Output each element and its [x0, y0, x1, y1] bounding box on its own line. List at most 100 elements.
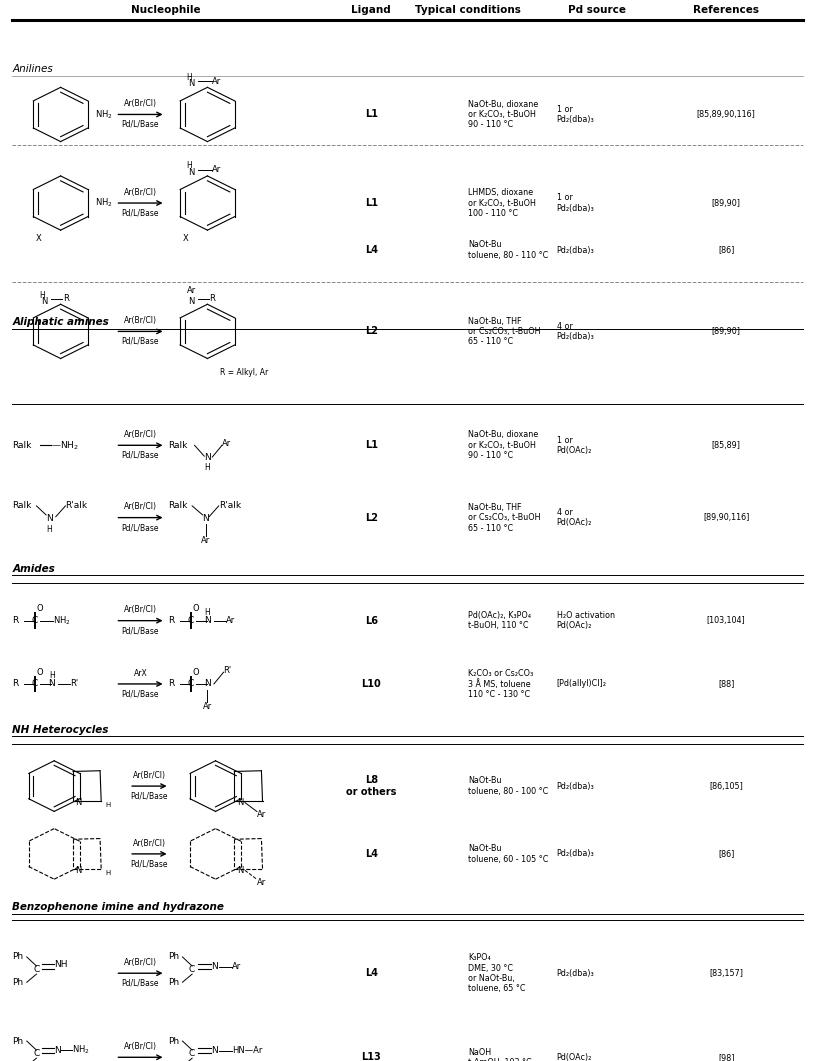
Text: LHMDS, dioxane
or K₂CO₃, t-BuOH
100 - 110 °C: LHMDS, dioxane or K₂CO₃, t-BuOH 100 - 11… — [468, 188, 536, 218]
Text: R': R' — [223, 666, 231, 675]
Text: L1: L1 — [364, 109, 377, 120]
Text: L1: L1 — [364, 440, 377, 450]
Text: Pd/L/Base: Pd/L/Base — [121, 336, 159, 346]
Text: C: C — [32, 616, 38, 625]
Text: Ar(Br/Cl): Ar(Br/Cl) — [124, 1042, 157, 1051]
Text: Ralk: Ralk — [168, 502, 187, 510]
Text: Pd₂(dba)₃: Pd₂(dba)₃ — [557, 245, 594, 255]
Text: 4 or
Pd₂(dba)₃: 4 or Pd₂(dba)₃ — [557, 321, 594, 341]
Text: Ar: Ar — [226, 616, 236, 625]
Text: NaOH
t-AmOH, 103 °C: NaOH t-AmOH, 103 °C — [468, 1047, 531, 1061]
Text: NaOt-Bu, THF
or Cs₂CO₃, t-BuOH
65 - 110 °C: NaOt-Bu, THF or Cs₂CO₃, t-BuOH 65 - 110 … — [468, 503, 540, 533]
Text: L4: L4 — [364, 245, 377, 255]
Text: N: N — [204, 679, 211, 689]
Text: N: N — [188, 80, 194, 88]
Text: N: N — [46, 514, 53, 523]
Text: R'alk: R'alk — [218, 502, 241, 510]
Text: [86]: [86] — [718, 245, 734, 255]
Text: NH$_2$: NH$_2$ — [95, 108, 113, 121]
Text: C: C — [32, 679, 38, 689]
Text: [86]: [86] — [718, 850, 734, 858]
Text: Ar: Ar — [257, 810, 267, 819]
Text: Pd₂(dba)₃: Pd₂(dba)₃ — [557, 969, 594, 978]
Text: Ar: Ar — [222, 439, 231, 448]
Text: [83,157]: [83,157] — [709, 969, 743, 978]
Text: N: N — [237, 866, 243, 875]
Text: H: H — [105, 870, 111, 876]
Text: HN—Ar: HN—Ar — [231, 1046, 262, 1056]
Text: N: N — [75, 866, 81, 875]
Text: R: R — [168, 679, 174, 689]
Text: C: C — [33, 1049, 40, 1058]
Text: Pd/L/Base: Pd/L/Base — [121, 451, 159, 459]
Text: N: N — [210, 962, 218, 972]
Text: Ar(Br/Cl): Ar(Br/Cl) — [124, 430, 157, 439]
Text: Ar: Ar — [231, 962, 241, 972]
Text: L8
or others: L8 or others — [346, 776, 396, 797]
Text: [86,105]: [86,105] — [709, 782, 743, 790]
Text: Ar(Br/Cl): Ar(Br/Cl) — [124, 316, 157, 325]
Text: Ar: Ar — [212, 166, 222, 174]
Text: Ph: Ph — [168, 953, 179, 961]
Text: L1: L1 — [364, 198, 377, 208]
Text: Pd/L/Base: Pd/L/Base — [130, 859, 168, 868]
Text: Ph: Ph — [12, 978, 24, 987]
Text: H: H — [186, 161, 192, 171]
Text: Ar(Br/Cl): Ar(Br/Cl) — [124, 99, 157, 108]
Text: Pd/L/Base: Pd/L/Base — [121, 626, 159, 636]
Text: 4 or
Pd(OAc)₂: 4 or Pd(OAc)₂ — [557, 508, 593, 527]
Text: N: N — [188, 297, 194, 306]
Text: L2: L2 — [364, 512, 377, 523]
Text: L10: L10 — [361, 679, 381, 689]
Text: NaOt-Bu
toluene, 60 - 105 °C: NaOt-Bu toluene, 60 - 105 °C — [468, 845, 548, 864]
Text: K₃PO₄
DME, 30 °C
or NaOt-Bu,
toluene, 65 °C: K₃PO₄ DME, 30 °C or NaOt-Bu, toluene, 65… — [468, 953, 526, 993]
Text: H: H — [46, 525, 52, 534]
Text: 1 or
Pd(OAc)₂: 1 or Pd(OAc)₂ — [557, 436, 593, 455]
Text: Pd/L/Base: Pd/L/Base — [121, 120, 159, 128]
Text: NH Heterocycles: NH Heterocycles — [12, 725, 108, 735]
Text: [85,89]: [85,89] — [711, 440, 741, 450]
Text: R = Alkyl, Ar: R = Alkyl, Ar — [219, 368, 268, 378]
Text: H: H — [49, 672, 55, 680]
Text: [85,89,90,116]: [85,89,90,116] — [697, 110, 756, 119]
Text: NH$_2$: NH$_2$ — [95, 196, 113, 209]
Text: K₂CO₃ or Cs₂CO₃
3 Å MS, toluene
110 °C - 130 °C: K₂CO₃ or Cs₂CO₃ 3 Å MS, toluene 110 °C -… — [468, 668, 533, 699]
Text: R': R' — [70, 679, 78, 689]
Text: NH$_2$: NH$_2$ — [72, 1044, 90, 1057]
Text: R: R — [63, 294, 68, 303]
Text: L4: L4 — [364, 849, 377, 859]
Text: N: N — [203, 514, 209, 523]
Text: Pd(OAc)₂: Pd(OAc)₂ — [557, 1053, 593, 1061]
Text: C: C — [189, 1049, 196, 1058]
Text: Ar(Br/Cl): Ar(Br/Cl) — [124, 606, 157, 614]
Text: C: C — [187, 679, 194, 689]
Text: Nucleophile: Nucleophile — [130, 5, 200, 16]
Text: Ph: Ph — [12, 1037, 24, 1045]
Text: Amides: Amides — [12, 564, 55, 574]
Text: Aliphatic amines: Aliphatic amines — [12, 317, 109, 328]
Text: Ph: Ph — [168, 1037, 179, 1045]
Text: [89,90]: [89,90] — [711, 327, 741, 336]
Text: Pd/L/Base: Pd/L/Base — [121, 208, 159, 218]
Text: L13: L13 — [361, 1053, 381, 1061]
Text: 1 or
Pd₂(dba)₃: 1 or Pd₂(dba)₃ — [557, 105, 594, 124]
Text: NH$_2$: NH$_2$ — [52, 614, 70, 627]
Text: Ralk: Ralk — [12, 502, 32, 510]
Text: H: H — [39, 291, 45, 300]
Text: N: N — [237, 798, 243, 807]
Text: R: R — [209, 294, 215, 303]
Text: Typical conditions: Typical conditions — [415, 5, 521, 16]
Text: Ar: Ar — [212, 76, 222, 86]
Text: R'alk: R'alk — [65, 502, 87, 510]
Text: H₂O activation
Pd(OAc)₂: H₂O activation Pd(OAc)₂ — [557, 611, 615, 630]
Text: [103,104]: [103,104] — [707, 616, 746, 625]
Text: O: O — [192, 667, 199, 677]
Text: H: H — [186, 73, 192, 82]
Text: Ar(Br/Cl): Ar(Br/Cl) — [133, 838, 166, 848]
Text: Pd/L/Base: Pd/L/Base — [121, 690, 159, 698]
Text: L2: L2 — [364, 327, 377, 336]
Text: Ar: Ar — [187, 286, 196, 295]
Text: O: O — [192, 605, 199, 613]
Text: Ar(Br/Cl): Ar(Br/Cl) — [124, 188, 157, 196]
Text: [89,90,116]: [89,90,116] — [703, 514, 749, 522]
